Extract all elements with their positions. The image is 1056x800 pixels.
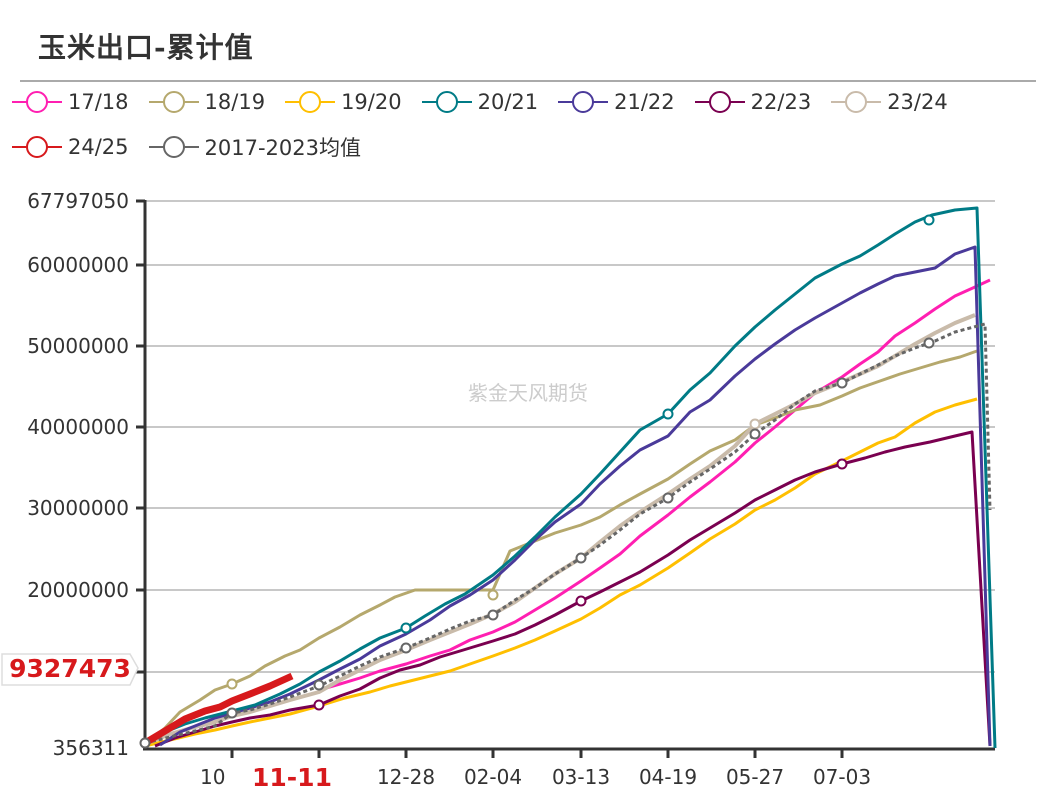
y-tick-label: 20000000 [27,578,129,602]
y-tick-label: 67797050 [27,189,129,213]
marker-22-23[interactable] [313,699,325,711]
legend-label: 18/19 [204,89,266,114]
x-axis [143,747,995,758]
legend-label: 22/23 [750,89,812,114]
legend-item-21-22[interactable]: 21/22 [558,90,675,114]
series-20-21-line [144,206,997,749]
x-tick-label: 12-28 [377,765,435,789]
y-tick-labels: 67797050 60000000 50000000 40000000 3000… [27,189,129,760]
x-tick-label: 03-13 [552,765,610,789]
y-tick-label: 356311 [53,736,129,760]
x-tick-label: 10 [200,765,225,789]
x-tick-label: 02-04 [464,765,522,789]
series-22-23-line [154,430,992,748]
legend-item-20-21[interactable]: 20/21 [421,89,539,114]
marker-22-23[interactable] [836,458,848,470]
marker-average[interactable] [313,679,325,691]
y-axis [136,199,147,750]
series-19-20-line [144,397,978,748]
series-markers [139,214,935,749]
series-17-18-line [318,278,991,692]
legend-marker-icon [12,90,62,113]
x-tick-label: 04-19 [639,765,697,789]
series-24-25-line [143,672,294,747]
legend-label: 2017-2023均值 [204,135,361,160]
x-highlight-label: 11-11 [252,763,332,792]
marker-average[interactable] [487,609,499,621]
series-21-22-line [159,245,992,747]
legend-marker-icon [148,135,199,158]
legend-row-2: 24/25 2017-2023均值 [12,131,1052,162]
y-highlight-tag: 9327473 [1,653,139,686]
legend-label: 24/25 [68,134,129,159]
x-tick-labels: 10 12-28 02-04 03-13 04-19 05-27 07-03 [200,765,871,789]
x-tick-label: 07-03 [813,765,871,789]
marker-20-21[interactable] [923,214,935,226]
legend-marker-icon [831,90,882,113]
legend-row-1: 17/18 18/19 19/20 20/21 21/22 22/23 23/2… [12,86,1052,117]
legend-item-18-19[interactable]: 18/19 [148,89,266,114]
x-tick-label: 05-27 [726,765,784,789]
y-highlight-value: 9327473 [9,654,131,683]
legend-label: 17/18 [68,89,129,114]
marker-average[interactable] [226,707,238,719]
y-tick-label: 40000000 [27,415,129,439]
legend-item-19-20[interactable]: 19/20 [285,90,402,114]
marker-average[interactable] [139,737,151,749]
marker-22-23[interactable] [575,595,587,607]
title-divider [20,80,1036,82]
legend-marker-icon [421,90,472,113]
marker-20-21[interactable] [662,408,674,420]
chart-title: 玉米出口-累计值 [38,31,254,64]
legend-marker-icon [148,90,199,113]
marker-average[interactable] [662,492,674,504]
legend-item-24-25[interactable]: 24/25 [12,135,129,159]
legend-marker-icon [694,90,745,113]
legend: 17/18 18/19 19/20 20/21 21/22 22/23 23/2… [12,86,1052,176]
legend-label: 19/20 [341,89,402,114]
series-23-24-line [144,313,976,746]
legend-marker-icon [558,90,609,113]
marker-18-19[interactable] [487,589,499,601]
legend-marker-icon [12,135,62,158]
legend-item-17-18[interactable]: 17/18 [12,90,129,114]
marker-average[interactable] [400,642,412,654]
marker-average[interactable] [749,428,761,440]
marker-23-24[interactable] [749,418,761,430]
legend-label: 23/24 [887,89,948,114]
legend-label: 21/22 [614,89,675,114]
marker-average[interactable] [923,337,935,349]
legend-label: 20/21 [477,89,539,114]
legend-item-22-23[interactable]: 22/23 [694,89,812,114]
marker-20-21[interactable] [400,622,412,634]
marker-average[interactable] [575,552,587,564]
watermark: 紫金天风期货 [468,381,588,405]
marker-18-19[interactable] [226,678,238,690]
y-tick-label: 30000000 [27,496,129,520]
y-tick-label: 50000000 [27,334,129,358]
legend-marker-icon [285,90,336,113]
y-tick-label: 60000000 [27,253,129,277]
legend-item-average[interactable]: 2017-2023均值 [148,132,361,162]
legend-item-23-24[interactable]: 23/24 [831,90,948,114]
gridlines [145,200,995,673]
marker-average[interactable] [836,377,848,389]
